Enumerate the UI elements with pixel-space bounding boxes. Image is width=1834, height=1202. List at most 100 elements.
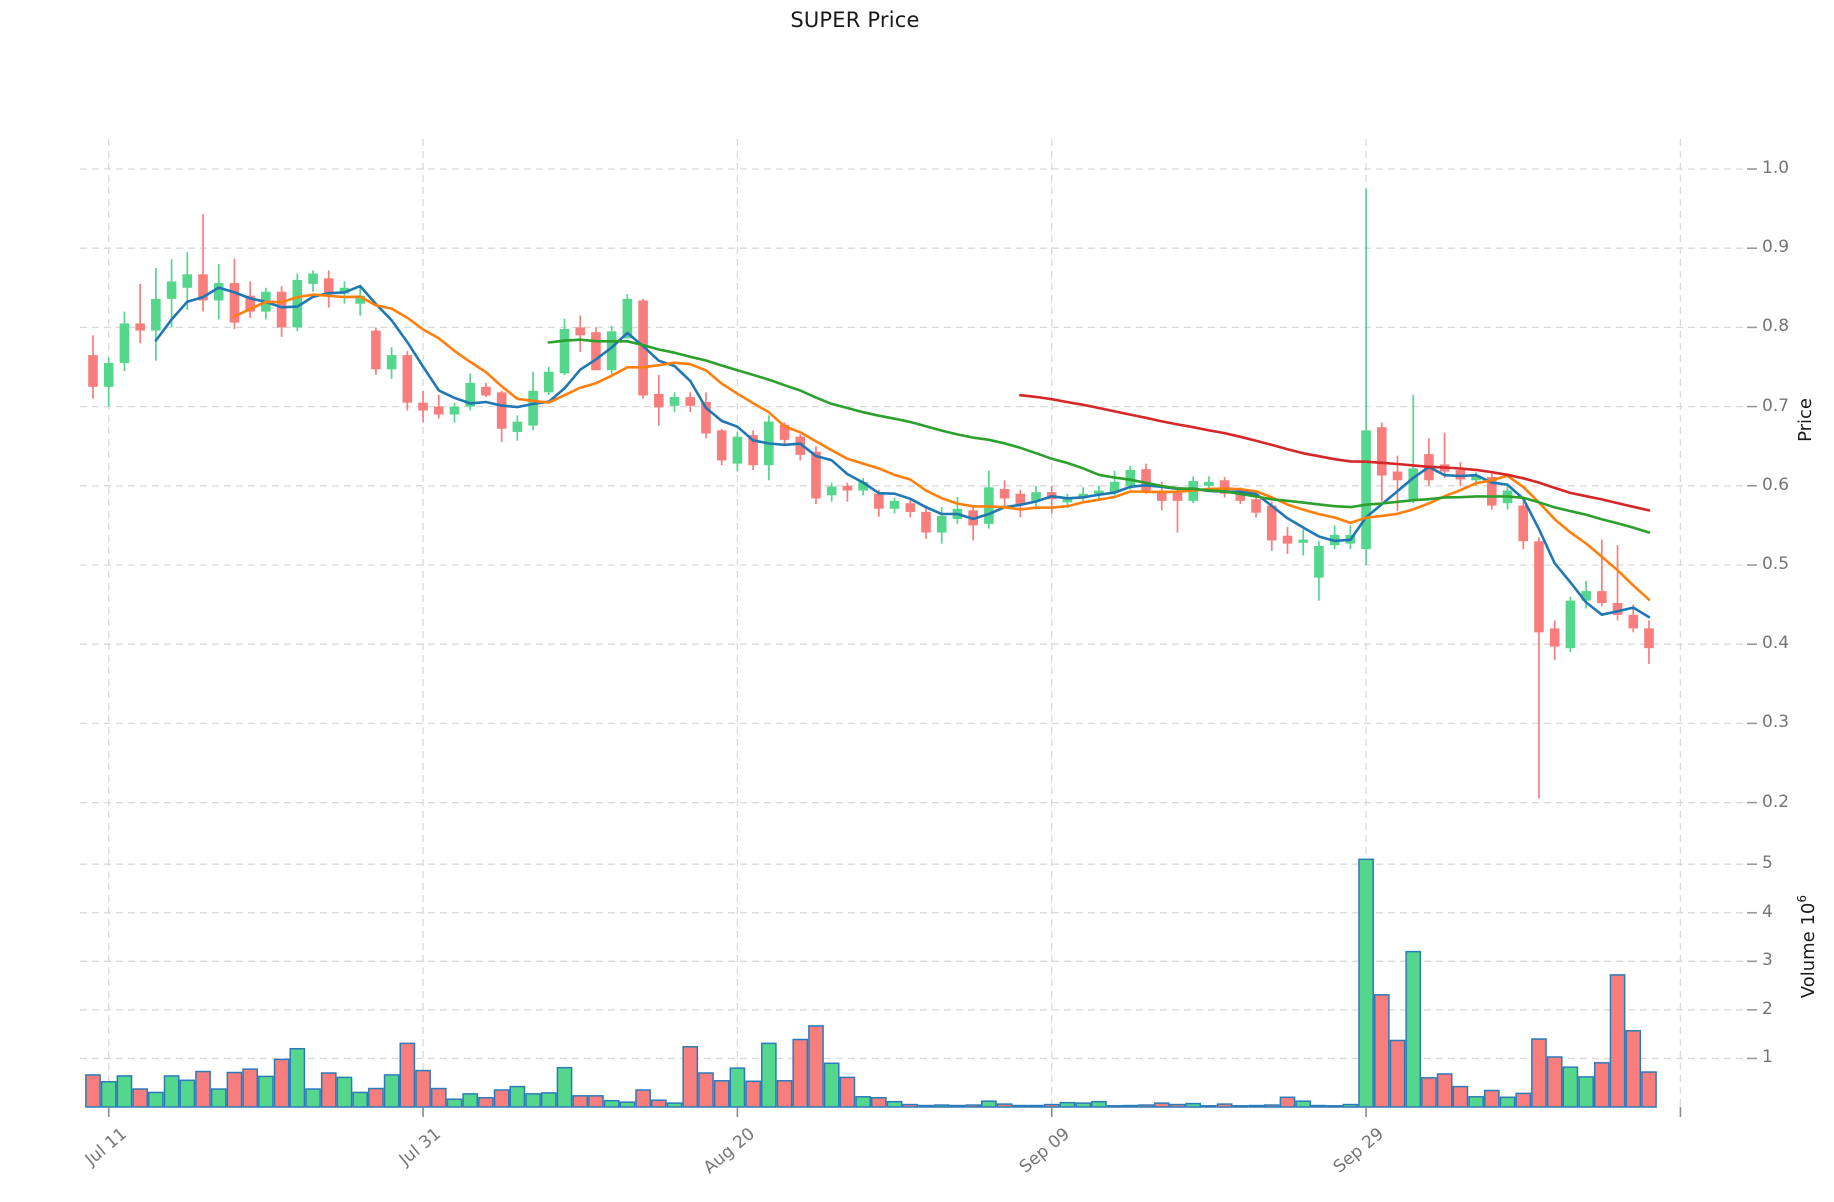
volume-bar xyxy=(1216,1103,1233,1108)
candle-body xyxy=(811,451,821,499)
volume-bar xyxy=(1531,1038,1547,1108)
volume-bar xyxy=(179,1079,196,1108)
candle-body xyxy=(826,486,837,496)
candle-body xyxy=(323,278,334,294)
candle-body xyxy=(496,392,507,429)
volume-bar xyxy=(650,1099,667,1108)
candle-body xyxy=(1266,505,1277,541)
candle-body xyxy=(622,298,633,339)
volume-bar xyxy=(446,1098,463,1108)
candle-body xyxy=(559,328,570,374)
volume-bar xyxy=(1358,858,1374,1108)
candle-body xyxy=(1219,480,1230,494)
candle-body xyxy=(1487,477,1497,506)
candle-body xyxy=(245,295,255,312)
chart-title: SUPER Price xyxy=(790,8,920,32)
volume-bar xyxy=(195,1070,211,1108)
volume-bar xyxy=(666,1102,683,1108)
volume-bar xyxy=(1122,1104,1139,1108)
volume-bar xyxy=(871,1097,887,1108)
volume-bar xyxy=(462,1093,479,1108)
volume-bar xyxy=(823,1062,840,1108)
candle-body xyxy=(1534,541,1544,633)
volume-bar xyxy=(1232,1105,1249,1108)
volume-bar xyxy=(635,1089,651,1108)
volume-bar xyxy=(1201,1105,1217,1108)
candle-body xyxy=(685,397,696,406)
candle-body xyxy=(591,332,601,371)
volume-bar xyxy=(1043,1103,1060,1108)
volume-bar xyxy=(242,1068,259,1108)
candles xyxy=(88,188,1654,799)
candle-body xyxy=(339,287,350,294)
volume-bar xyxy=(808,1025,824,1108)
volume-bar xyxy=(1326,1105,1343,1108)
x-tick-label: Aug 20 xyxy=(700,1124,806,1178)
volume-bar xyxy=(1405,950,1422,1108)
volume-bar xyxy=(383,1074,400,1108)
candle-body xyxy=(1156,490,1167,501)
volume-bar xyxy=(1169,1103,1186,1108)
x-tick-label: Jul 11 xyxy=(81,1124,166,1170)
candle-body xyxy=(229,283,240,323)
volume-tick-label: 1 xyxy=(1762,1047,1773,1068)
volume-bar xyxy=(729,1067,746,1108)
volume-bar xyxy=(336,1076,353,1108)
ma-line-30 xyxy=(547,338,1651,534)
volume-axis-label-text: Volume 10 xyxy=(1798,902,1819,999)
volume-bar xyxy=(1641,1071,1657,1108)
volume-bar xyxy=(1279,1096,1296,1108)
candle-body xyxy=(1094,490,1104,494)
volume-bar xyxy=(1153,1102,1170,1108)
volume-bar xyxy=(132,1088,149,1108)
candle-body xyxy=(1471,476,1481,481)
volume-bar xyxy=(713,1080,730,1108)
volume-bar xyxy=(368,1087,384,1108)
volume-tick-label: 3 xyxy=(1762,950,1773,971)
volume-bar xyxy=(1248,1104,1264,1108)
price-tick-label: 1.0 xyxy=(1762,158,1790,178)
candle-body xyxy=(151,298,161,331)
candle-body xyxy=(921,511,931,533)
candle-body xyxy=(1361,430,1371,550)
candle-body xyxy=(1062,497,1073,503)
volume-bar xyxy=(902,1103,919,1108)
volume-bar xyxy=(1091,1100,1107,1108)
candle-body xyxy=(528,390,538,426)
candle-body xyxy=(858,481,868,491)
candle-body xyxy=(606,331,617,371)
volume-bar xyxy=(85,1074,101,1108)
volume-axis-label: Volume 106 xyxy=(1795,895,1819,998)
ma-line-60 xyxy=(1018,393,1651,512)
volume-bar xyxy=(148,1091,164,1108)
volume-bar xyxy=(1012,1104,1029,1108)
volume-bar xyxy=(352,1091,369,1108)
volume-bar xyxy=(100,1080,117,1108)
price-tick-label: 0.3 xyxy=(1762,712,1790,733)
x-tick-label: Sep 29 xyxy=(1330,1124,1434,1177)
candle-body xyxy=(449,406,460,415)
volume-bar xyxy=(682,1046,699,1108)
price-tick-label: 0.6 xyxy=(1762,474,1790,495)
candle-body xyxy=(575,327,586,336)
candle-body xyxy=(88,355,98,387)
candle-body xyxy=(355,295,365,304)
candle-body xyxy=(1251,499,1261,513)
volume-bar xyxy=(1311,1104,1327,1108)
volume-bar xyxy=(855,1096,871,1108)
candle-body xyxy=(1376,427,1387,476)
volume-bar xyxy=(273,1058,290,1108)
volume-bar xyxy=(572,1095,589,1108)
candle-body xyxy=(1644,628,1654,649)
candle-body xyxy=(779,424,790,440)
volume-bar xyxy=(305,1088,321,1108)
candle-body xyxy=(842,485,853,491)
candle-body xyxy=(1298,539,1309,543)
candle-body xyxy=(166,281,177,299)
candle-body xyxy=(103,363,114,387)
candle-body xyxy=(654,393,664,408)
volume-bar xyxy=(1499,1096,1516,1108)
candle-body xyxy=(1581,591,1591,601)
volume-bar xyxy=(1373,994,1390,1108)
